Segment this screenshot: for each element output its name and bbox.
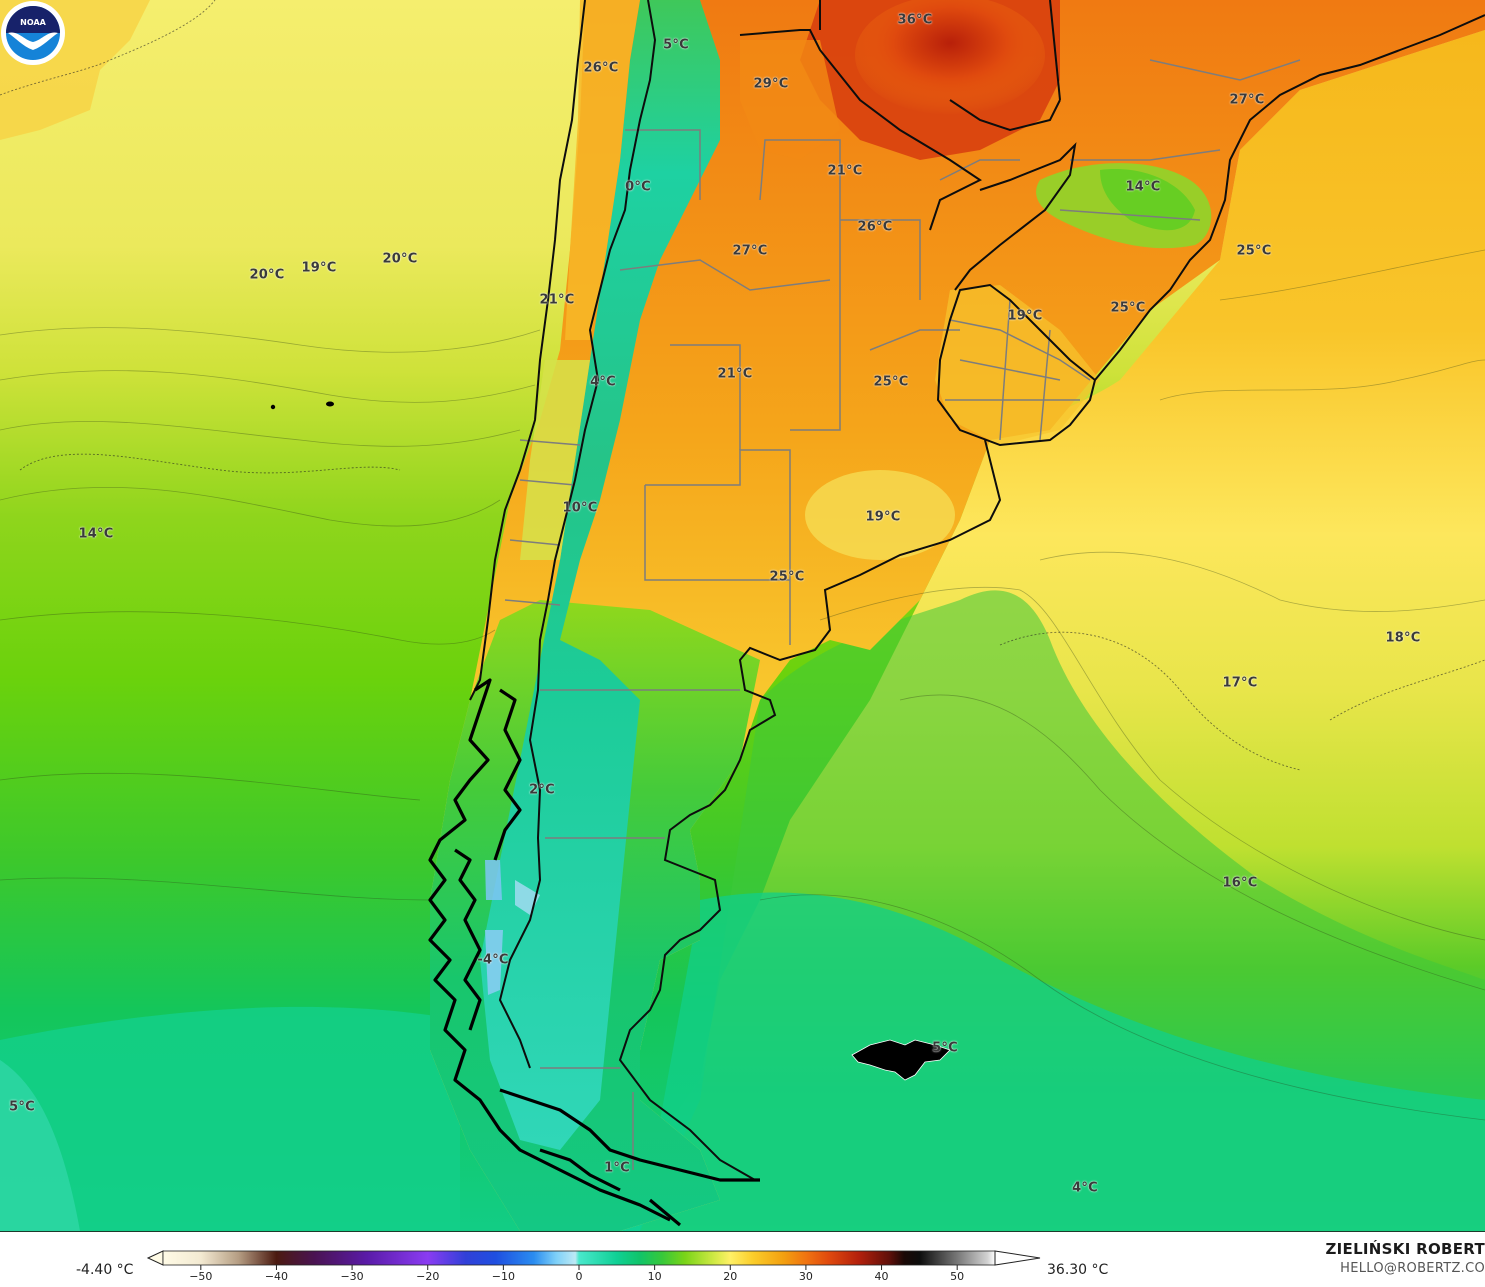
temperature-label: 19°C — [1007, 308, 1043, 324]
isotherm-lines — [0, 249, 1485, 1121]
colorbar-min-label: -4.40 °C — [76, 1262, 134, 1278]
temperature-label: -4°C — [477, 952, 509, 968]
colorbar-tick-label: 20 — [723, 1270, 738, 1283]
colorbar-tick-label: −20 — [416, 1270, 440, 1283]
island-marker — [326, 401, 334, 407]
temperature-map: 36°C 5°C 26°C 29°C 27°C 21°C 0°C 14°C 26°C 27°C 25… — [0, 0, 1485, 1232]
colorbar-right-arrow — [994, 1250, 1041, 1266]
temperature-label: 14°C — [1125, 179, 1161, 195]
temperature-label: 19°C — [865, 509, 901, 525]
colorbar-tick-label: 40 — [874, 1270, 889, 1283]
colorbar-tick-label: 10 — [647, 1270, 662, 1283]
colorbar-tick-label: 0 — [575, 1270, 583, 1283]
colorbar-gradient — [162, 1250, 996, 1266]
chilean-archipelago — [428, 678, 760, 1227]
temperature-label: 21°C — [539, 292, 575, 308]
temperature-label: 19°C — [301, 260, 337, 276]
temperature-label: 17°C — [1222, 675, 1258, 691]
noaa-logo-text: NOAA — [20, 18, 46, 27]
country-borders — [469, 0, 1485, 1181]
colorbar-tick-label: −50 — [189, 1270, 213, 1283]
colorbar-left-arrow — [146, 1250, 164, 1266]
temperature-field — [0, 0, 1485, 1231]
isotherm-dashed — [0, 0, 1485, 771]
author-email: HELLO@ROBERTZ.CO — [1340, 1261, 1485, 1276]
temperature-label: 1°C — [604, 1160, 630, 1176]
island-marker — [270, 404, 276, 410]
province-borders — [504, 59, 1301, 1170]
colorbar-tick-label: −30 — [340, 1270, 364, 1283]
colorbar-tick-label: 30 — [798, 1270, 813, 1283]
temperature-label: 18°C — [1385, 630, 1421, 646]
temperature-label: 2°C — [529, 782, 555, 798]
author-name: ZIELIŃSKI ROBERT — [1325, 1240, 1485, 1258]
temperature-label: 25°C — [1236, 243, 1272, 259]
temperature-label: 36°C — [897, 12, 933, 28]
temperature-label: 4°C — [1072, 1180, 1098, 1196]
temperature-label: 4°C — [590, 374, 616, 390]
colorbar-ticks — [200, 1265, 958, 1270]
temperature-label: 14°C — [78, 526, 114, 542]
temperature-label: 5°C — [932, 1040, 958, 1056]
noaa-logo: NOAA — [1, 1, 65, 65]
temperature-label: 20°C — [249, 267, 285, 283]
temperature-label: 26°C — [583, 60, 619, 76]
temperature-label: 25°C — [1110, 300, 1146, 316]
falkland-islands — [851, 1039, 951, 1081]
temperature-label: 25°C — [769, 569, 805, 585]
colorbar — [146, 1250, 1041, 1270]
temperature-label: 5°C — [9, 1099, 35, 1115]
temperature-label: 10°C — [562, 500, 598, 516]
temperature-label: 21°C — [827, 163, 863, 179]
temperature-label: 27°C — [732, 243, 768, 259]
colorbar-tick-label: 50 — [950, 1270, 965, 1283]
temperature-label: 29°C — [753, 76, 789, 92]
temperature-label: 16°C — [1222, 875, 1258, 891]
legend-bar: -4.40 °C −50 −40 −30 −20 −10 0 10 20 30 40 50 36.3… — [0, 1232, 1485, 1287]
temperature-label: 26°C — [857, 219, 893, 235]
temperature-label: 0°C — [625, 179, 651, 195]
temperature-label: 20°C — [382, 251, 418, 267]
colorbar-max-label: 36.30 °C — [1047, 1262, 1109, 1278]
author-credit: ZIELIŃSKI ROBERT HELLO@ROBERTZ.CO — [1325, 1240, 1485, 1276]
temperature-label: 27°C — [1229, 92, 1265, 108]
temperature-label: 5°C — [663, 37, 689, 53]
colorbar-tick-label: −40 — [264, 1270, 289, 1283]
colorbar-tick-label: −10 — [491, 1270, 515, 1283]
temperature-label: 21°C — [717, 366, 753, 382]
temperature-label: 25°C — [873, 374, 909, 390]
